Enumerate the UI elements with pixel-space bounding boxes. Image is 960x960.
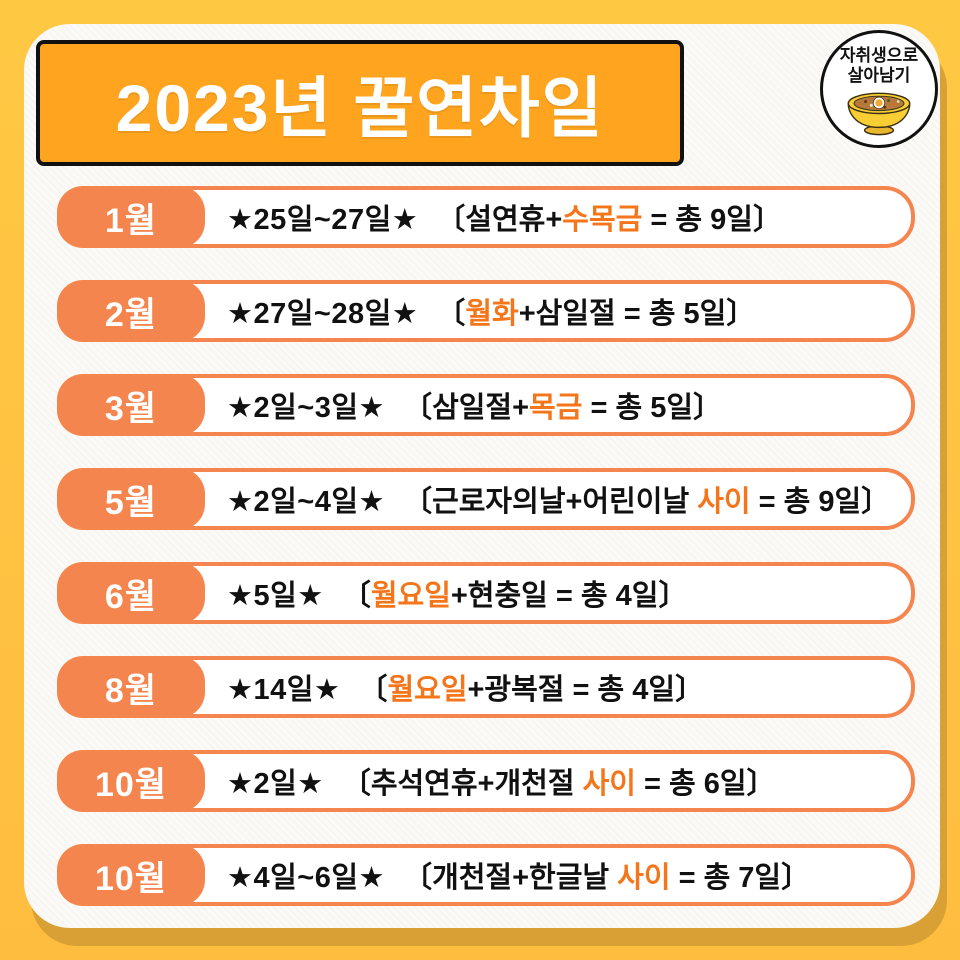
month-pill: 5월 — [57, 468, 205, 530]
plain-text: 〔설연휴+ — [436, 204, 563, 236]
page-title: 2023년 꿀연차일 — [115, 71, 605, 145]
highlight-text: 월요일 — [387, 674, 468, 706]
detail-text: 〔월화+삼일절 = 총 5일〕 — [436, 290, 755, 332]
title-banner: 2023년 꿀연차일 — [36, 40, 684, 166]
vacation-row: 10월 ★4일~6일★ 〔개천절+한글날 사이 = 총 7일〕 — [57, 844, 915, 906]
detail-text: 〔삼일절+목금 = 총 5일〕 — [403, 384, 722, 426]
plain-text: = 총 9일〕 — [642, 204, 782, 236]
month-pill: 1월 — [57, 186, 205, 248]
row-text: ★4일~6일★ 〔개천절+한글날 사이 = 총 7일〕 — [227, 844, 901, 906]
plain-text: = 총 9일〕 — [750, 486, 891, 518]
vacation-row: 3월 ★2일~3일★ 〔삼일절+목금 = 총 5일〕 — [57, 374, 915, 436]
month-label: 3월 — [104, 389, 158, 428]
badge-text-line2: 살아남기 — [847, 66, 911, 86]
row-text: ★14일★ 〔월요일+광복절 = 총 4일〕 — [227, 656, 901, 718]
date-range: ★4일~6일★ — [227, 862, 386, 894]
month-pill: 10월 — [57, 750, 205, 812]
plain-text: 〔근로자의날+어린이날 — [403, 486, 698, 518]
detail-text: 〔추석연휴+개천절 사이 = 총 6일〕 — [342, 760, 776, 802]
detail-text: 〔개천절+한글날 사이 = 총 7일〕 — [403, 854, 810, 896]
vacation-row: 2월 ★27일~28일★ 〔월화+삼일절 = 총 5일〕 — [57, 280, 915, 342]
vacation-row: 5월 ★2일~4일★ 〔근로자의날+어린이날 사이 = 총 9일〕 — [57, 468, 915, 530]
row-text: ★2일~3일★ 〔삼일절+목금 = 총 5일〕 — [227, 374, 901, 436]
month-label: 6월 — [104, 577, 158, 616]
vacation-row: 6월 ★5일★ 〔월요일+현충일 = 총 4일〕 — [57, 562, 915, 624]
row-text: ★25일~27일★ 〔설연휴+수목금 = 총 9일〕 — [227, 186, 901, 248]
date-range: ★5일★ — [227, 580, 324, 612]
plain-text: 〔 — [436, 298, 466, 330]
date-range: ★2일~4일★ — [227, 486, 386, 518]
date-range: ★2일★ — [227, 768, 324, 800]
badge-text-line1: 자취생으로 — [839, 46, 919, 65]
month-label: 10월 — [94, 765, 168, 804]
month-pill: 6월 — [57, 562, 205, 624]
row-text: ★2일★ 〔추석연휴+개천절 사이 = 총 6일〕 — [227, 750, 901, 812]
vacation-row: 8월 ★14일★ 〔월요일+광복절 = 총 4일〕 — [57, 656, 915, 718]
month-pill: 10월 — [57, 844, 205, 906]
plain-text: 〔추석연휴+개천절 — [341, 768, 583, 800]
date-range: ★2일~3일★ — [227, 392, 386, 424]
date-range: ★14일★ — [227, 674, 341, 706]
highlight-text: 사이 — [582, 768, 636, 800]
plain-text: +현충일 = 총 4일〕 — [450, 580, 688, 612]
plain-text: 〔 — [358, 674, 388, 706]
month-label: 2월 — [104, 295, 158, 334]
plain-text: +삼일절 = 총 5일〕 — [518, 298, 756, 330]
detail-text: 〔설연휴+수목금 = 총 9일〕 — [436, 196, 782, 238]
month-label: 10월 — [94, 859, 168, 898]
detail-text: 〔월요일+광복절 = 총 4일〕 — [358, 666, 704, 708]
highlight-text: 월화 — [465, 298, 519, 330]
row-text: ★2일~4일★ 〔근로자의날+어린이날 사이 = 총 9일〕 — [227, 468, 901, 530]
plain-text: +광복절 = 총 4일〕 — [467, 674, 705, 706]
plain-text: 〔개천절+한글날 — [403, 862, 618, 894]
month-label: 8월 — [104, 671, 158, 710]
highlight-text: 사이 — [697, 486, 751, 518]
month-pill: 2월 — [57, 280, 205, 342]
plain-text: = 총 5일〕 — [582, 392, 723, 424]
date-range: ★27일~28일★ — [227, 298, 419, 330]
highlight-text: 사이 — [617, 862, 671, 894]
month-pill: 8월 — [57, 656, 205, 718]
plain-text: = 총 7일〕 — [670, 862, 811, 894]
month-label: 1월 — [104, 201, 158, 240]
vacation-row: 10월 ★2일★ 〔추석연휴+개천절 사이 = 총 6일〕 — [57, 750, 915, 812]
brand-badge: 자취생으로 살아남기 — [820, 30, 938, 148]
highlight-text: 수목금 — [562, 204, 643, 236]
vacation-row: 1월 ★25일~27일★ 〔설연휴+수목금 = 총 9일〕 — [57, 186, 915, 248]
row-text: ★27일~28일★ 〔월화+삼일절 = 총 5일〕 — [227, 280, 901, 342]
detail-text: 〔월요일+현충일 = 총 4일〕 — [342, 572, 688, 614]
month-pill: 3월 — [57, 374, 205, 436]
plain-text: = 총 6일〕 — [635, 768, 776, 800]
highlight-text: 목금 — [529, 392, 583, 424]
highlight-text: 월요일 — [370, 580, 451, 612]
detail-text: 〔근로자의날+어린이날 사이 = 총 9일〕 — [403, 478, 890, 520]
date-range: ★25일~27일★ — [227, 204, 419, 236]
plain-text: 〔삼일절+ — [403, 392, 530, 424]
row-text: ★5일★ 〔월요일+현충일 = 총 4일〕 — [227, 562, 901, 624]
month-label: 5월 — [104, 483, 158, 522]
plain-text: 〔 — [341, 580, 371, 612]
ramen-bowl-icon — [847, 92, 911, 136]
